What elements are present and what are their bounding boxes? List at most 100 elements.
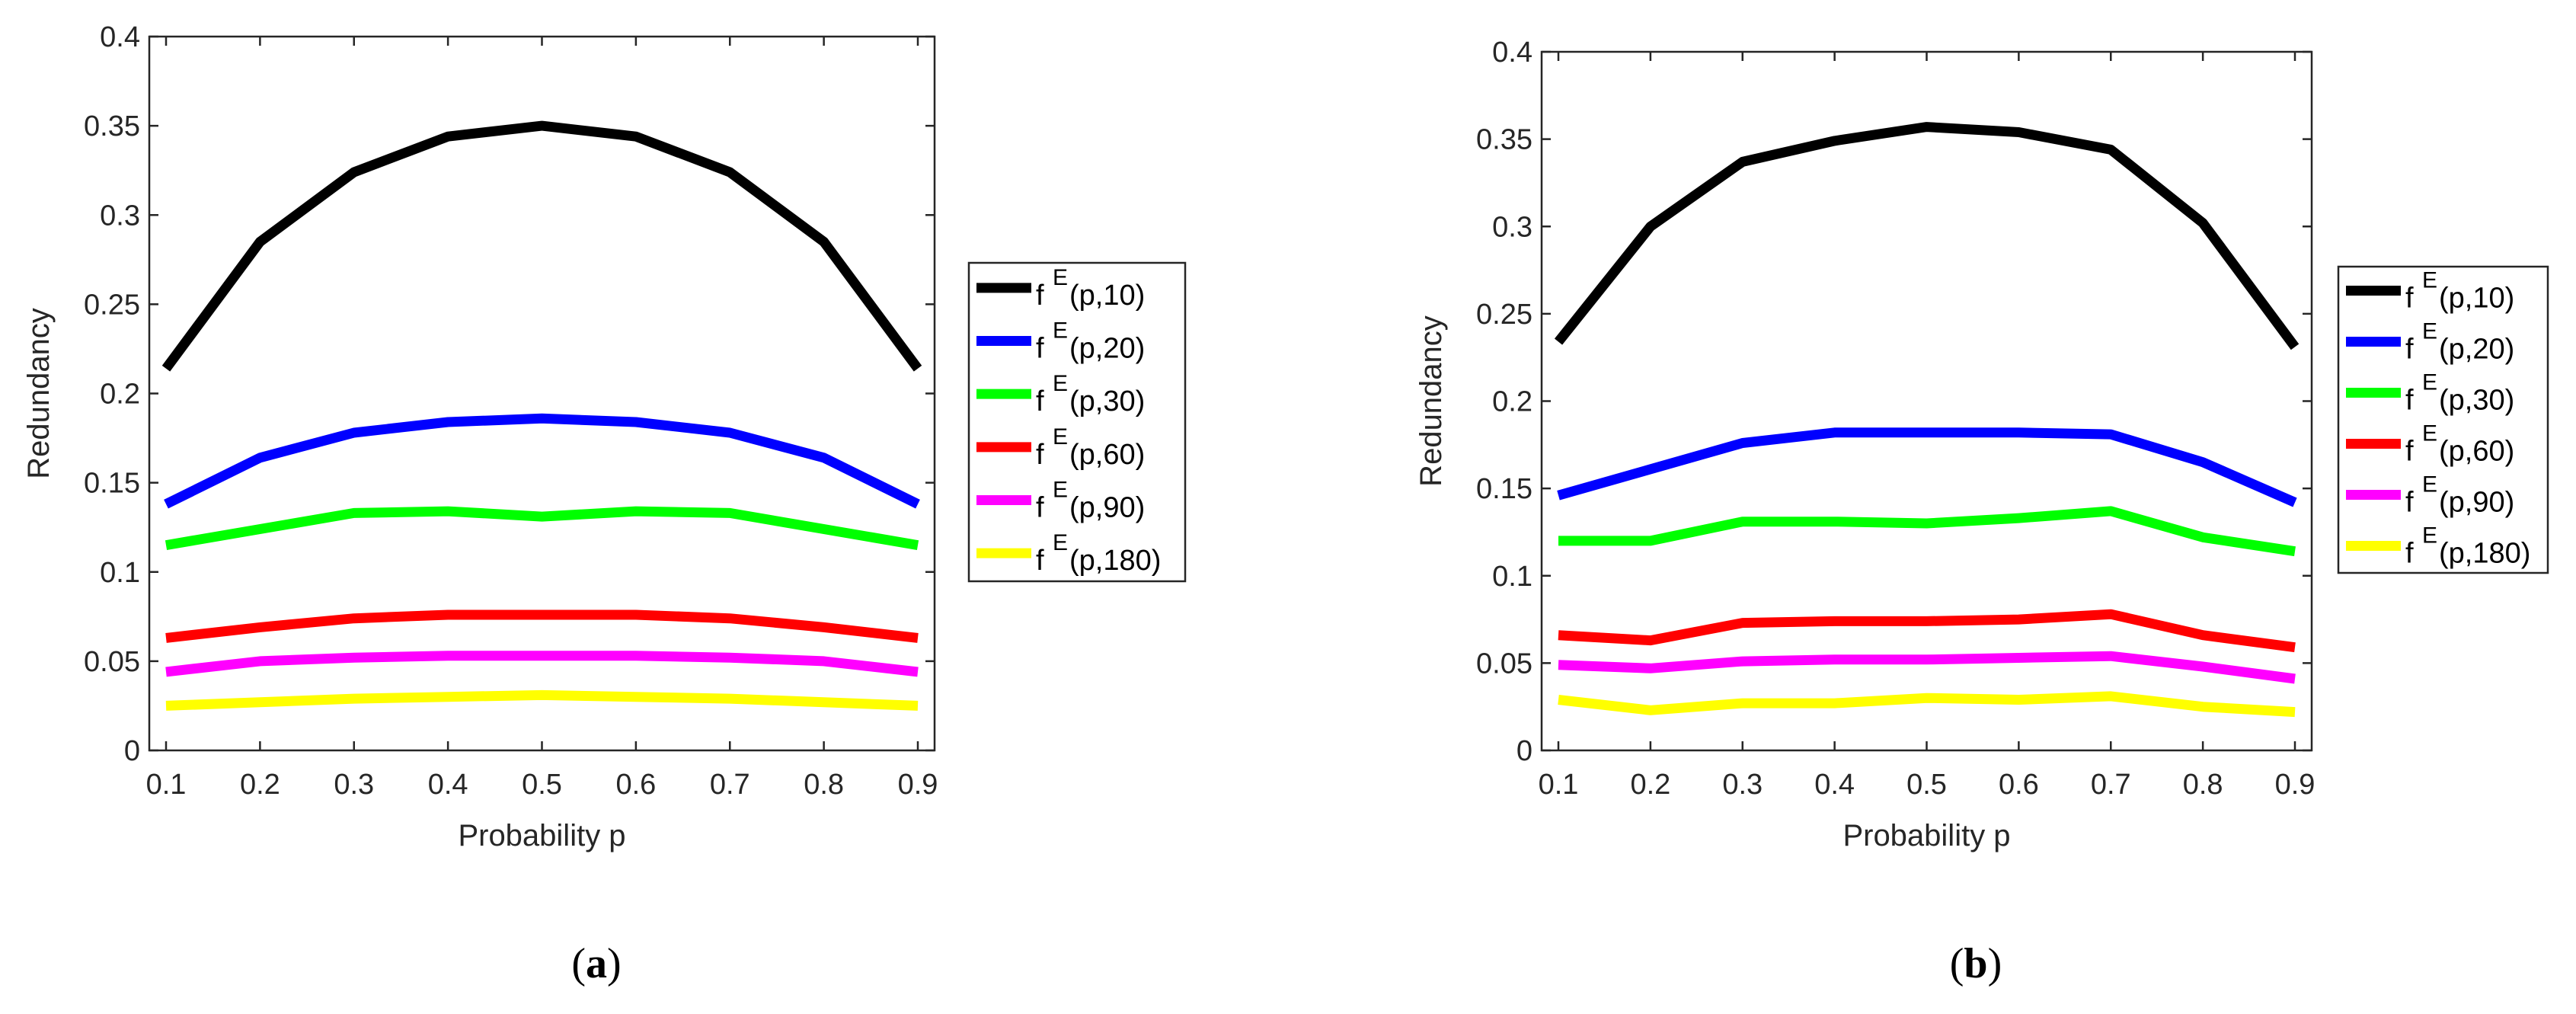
- caption-paren-open: (: [1950, 940, 1964, 987]
- x-axis-title: Probability p: [458, 819, 625, 852]
- legend-label-args: (p,90): [1069, 492, 1145, 524]
- x-tick-label: 0.3: [1722, 769, 1763, 801]
- caption-letter: b: [1964, 940, 1987, 987]
- legend-label-superscript: E: [1053, 265, 1068, 290]
- y-tick-label: 0.3: [1492, 211, 1532, 243]
- legend-label-superscript: E: [2422, 472, 2437, 497]
- series-line-p-180: [165, 689, 919, 711]
- series-line-p-60: [165, 609, 919, 643]
- y-axis-title: Redundancy: [22, 308, 56, 479]
- x-tick-label: 0.3: [334, 769, 374, 801]
- legend-label-superscript: E: [1053, 424, 1068, 449]
- legend-item: fE(p,30): [976, 371, 1145, 417]
- legend-label-f: f: [2405, 334, 2414, 366]
- legend-item: fE(p,60): [2346, 421, 2514, 468]
- legend-label-superscript: E: [1053, 478, 1068, 503]
- legend-item: fE(p,20): [976, 318, 1145, 365]
- legend-label-args: (p,30): [1069, 385, 1145, 417]
- series-line-p-60: [1558, 609, 2296, 653]
- legend-item: fE(p,90): [976, 478, 1145, 524]
- y-tick-label: 0.3: [100, 200, 140, 232]
- legend-label-args: (p,10): [1069, 280, 1145, 312]
- x-tick-label: 0.2: [240, 769, 280, 801]
- chart-panel-b: 0 0.05 0.1 0.15 0.2 0.25 0.3 0.35 0.4 0.1 0.2 0.3 0.…: [1414, 37, 2549, 852]
- caption-paren-close: ): [607, 940, 622, 987]
- x-tick-label: 0.2: [1630, 769, 1670, 801]
- legend-label-f: f: [2405, 487, 2414, 519]
- legend-label-f: f: [1036, 492, 1044, 524]
- y-tick-label: 0.35: [84, 110, 140, 142]
- series-line-p-180: [1558, 691, 2296, 718]
- y-tick-label: 0: [1517, 735, 1532, 767]
- caption-paren-open: (: [571, 940, 586, 987]
- y-tick-label: 0.1: [1492, 561, 1532, 593]
- y-tick-label: 0.05: [1476, 648, 1532, 680]
- y-tick-label: 0.05: [84, 646, 140, 678]
- legend-box: [2337, 265, 2549, 574]
- legend-item: fE(p,180): [2346, 523, 2530, 570]
- legend-label-f: f: [2405, 538, 2414, 570]
- legend-label-f: f: [1036, 545, 1044, 577]
- legend: fE(p,10)fE(p,20)fE(p,30)fE(p,60)fE(p,90)…: [2337, 265, 2549, 574]
- x-tick-label: 0.9: [898, 769, 938, 801]
- legend-label-f: f: [1036, 385, 1044, 417]
- legend-label-f: f: [2405, 385, 2414, 417]
- caption-letter: a: [586, 940, 607, 987]
- legend-label-args: (p,60): [2439, 436, 2514, 468]
- legend-item: fE(p,30): [2346, 370, 2514, 417]
- legend-item: fE(p,20): [2346, 319, 2514, 366]
- x-tick-label: 0.6: [1999, 769, 2039, 801]
- y-tick-label: 0.25: [84, 289, 140, 321]
- series-line-p-30: [165, 506, 919, 551]
- y-tick-label: 0.35: [1476, 124, 1532, 156]
- legend-label-args: (p,10): [2439, 283, 2514, 315]
- x-tick-label: 0.4: [428, 769, 468, 801]
- plot-area: [148, 35, 936, 752]
- y-tick-label: 0.1: [100, 557, 140, 589]
- legend-label-superscript: E: [1053, 530, 1068, 555]
- legend-item: fE(p,10): [976, 265, 1145, 312]
- figure-caption-a: (a): [571, 940, 621, 987]
- legend: fE(p,10)fE(p,20)fE(p,30)fE(p,60)fE(p,90)…: [967, 261, 1187, 583]
- series-line-p-10: [1554, 122, 2300, 350]
- legend-item: fE(p,10): [2346, 268, 2514, 315]
- y-tick-label: 0.15: [84, 468, 140, 500]
- legend-label-args: (p,20): [2439, 334, 2514, 366]
- x-tick-label: 0.6: [615, 769, 656, 801]
- y-tick-label: 0.2: [100, 379, 140, 411]
- figure-caption-b: (b): [1950, 940, 2002, 987]
- legend-label-superscript: E: [2422, 370, 2437, 395]
- legend-label-f: f: [1036, 280, 1044, 312]
- x-tick-label: 0.4: [1814, 769, 1855, 801]
- x-tick-label: 0.5: [1906, 769, 1947, 801]
- legend-label-args: (p,180): [1069, 545, 1161, 577]
- y-tick-label: 0.2: [1492, 386, 1532, 418]
- series-line-p-20: [1557, 427, 2297, 507]
- legend-label-f: f: [1036, 333, 1044, 365]
- x-tick-label: 0.1: [146, 769, 187, 801]
- x-axis-title: Probability p: [1843, 819, 2010, 852]
- x-tick-label: 0.5: [522, 769, 562, 801]
- x-tick-label: 0.9: [2275, 769, 2316, 801]
- y-tick-label: 0.4: [1492, 37, 1532, 69]
- legend-label-superscript: E: [2422, 268, 2437, 293]
- caption-paren-close: ): [1988, 940, 2002, 987]
- chart-panel-a: 0 0.05 0.1 0.15 0.2 0.25 0.3 0.35 0.4 0.1 0.2 0.3 0.…: [22, 21, 1187, 852]
- plot-area: [1540, 50, 2313, 752]
- legend-label-superscript: E: [2422, 523, 2437, 549]
- series-line-p-90: [1558, 651, 2296, 684]
- x-tick-label: 0.8: [804, 769, 844, 801]
- legend-box: [967, 261, 1187, 583]
- legend-label-superscript: E: [2422, 421, 2437, 446]
- legend-label-args: (p,180): [2439, 538, 2530, 570]
- y-tick-label: 0.4: [100, 21, 140, 53]
- x-tick-label: 0.8: [2183, 769, 2223, 801]
- legend-item: fE(p,60): [976, 424, 1145, 471]
- x-tick-label: 0.1: [1539, 769, 1579, 801]
- x-tick-label: 0.7: [710, 769, 750, 801]
- legend-label-args: (p,30): [2439, 385, 2514, 417]
- legend-label-f: f: [2405, 283, 2414, 315]
- legend-label-f: f: [2405, 436, 2414, 468]
- legend-label-f: f: [1036, 439, 1044, 471]
